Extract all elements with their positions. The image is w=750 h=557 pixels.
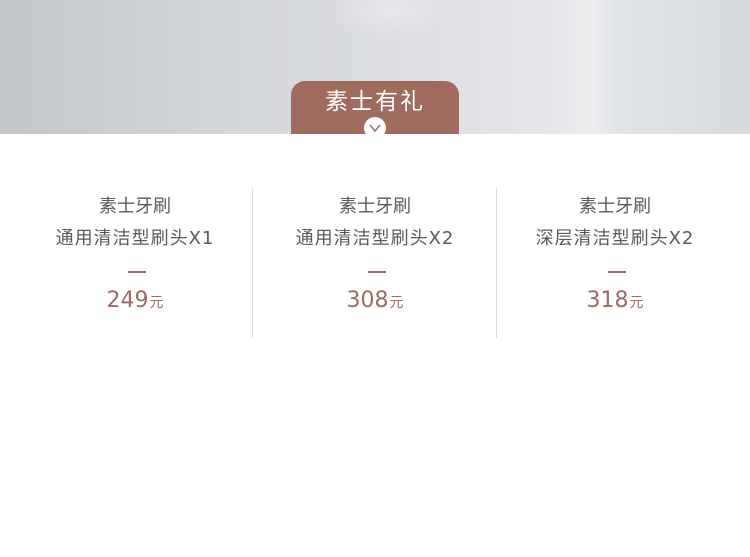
price-separator	[608, 271, 626, 273]
product-price: 318元	[495, 288, 735, 313]
price-separator	[128, 271, 146, 273]
product-card[interactable]: 素士牙刷 通用清洁型刷头X2 308元	[255, 188, 495, 338]
price-value: 318	[586, 288, 629, 313]
product-variant: 通用清洁型刷头X2	[295, 228, 455, 249]
banner-glow	[330, 0, 450, 40]
product-name: 素士牙刷	[339, 196, 411, 217]
product-list: 素士牙刷 通用清洁型刷头X1 249元 素士牙刷 通用清洁型刷头X2 308元 …	[15, 188, 735, 338]
product-card[interactable]: 素士牙刷 深层清洁型刷头X2 318元	[495, 188, 735, 338]
price-unit: 元	[389, 295, 404, 311]
price-value: 308	[346, 288, 389, 313]
product-price: 308元	[255, 288, 495, 313]
gift-section-title: 素士有礼	[325, 89, 425, 115]
product-price: 249元	[15, 288, 255, 313]
chevron-down-glyph	[369, 124, 381, 133]
price-separator	[368, 271, 386, 273]
product-variant: 通用清洁型刷头X1	[55, 228, 215, 249]
product-name: 素士牙刷	[99, 196, 171, 217]
price-value: 249	[106, 288, 149, 313]
price-unit: 元	[149, 295, 164, 311]
gift-section-tab[interactable]: 素士有礼	[291, 81, 459, 134]
column-divider	[496, 188, 497, 338]
product-card[interactable]: 素士牙刷 通用清洁型刷头X1 249元	[15, 188, 255, 338]
banner-shine	[560, 0, 620, 134]
price-unit: 元	[629, 295, 644, 311]
chevron-down-icon[interactable]	[364, 117, 386, 139]
product-variant: 深层清洁型刷头X2	[535, 228, 695, 249]
product-name: 素士牙刷	[579, 196, 651, 217]
column-divider	[252, 188, 253, 338]
